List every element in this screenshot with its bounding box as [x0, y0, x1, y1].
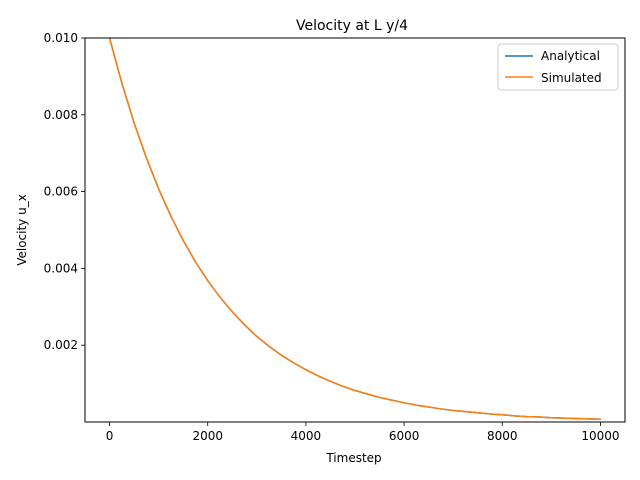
y-tick-label: 0.004: [44, 261, 78, 275]
y-tick-label: 0.006: [44, 185, 78, 199]
x-axis-label: Timestep: [325, 451, 381, 465]
y-axis: 0.002 0.004 0.006 0.008 0.010: [44, 31, 85, 352]
x-tick-label: 10000: [581, 429, 619, 443]
axes-frame: [84, 37, 626, 423]
x-tick-label: 0: [106, 429, 114, 443]
plot-area: [84, 37, 626, 423]
legend-label-simulated: Simulated: [541, 71, 602, 85]
series-layer: [108, 37, 602, 421]
x-axis: 0 2000 4000 6000 8000 10000: [106, 422, 620, 443]
legend-label-analytical: Analytical: [541, 49, 600, 63]
y-tick-label: 0.002: [44, 338, 78, 352]
x-tick-label: 2000: [192, 429, 223, 443]
x-tick-label: 6000: [389, 429, 420, 443]
legend: Analytical Simulated: [497, 43, 619, 91]
y-axis-label: Velocity u_x: [15, 194, 29, 266]
series-line-simulated: [108, 37, 602, 421]
x-tick-label: 8000: [487, 429, 518, 443]
chart-title: Velocity at L y/4: [296, 18, 408, 34]
x-tick-label: 4000: [291, 429, 322, 443]
y-tick-label: 0.010: [44, 31, 78, 45]
y-tick-label: 0.008: [44, 108, 78, 122]
